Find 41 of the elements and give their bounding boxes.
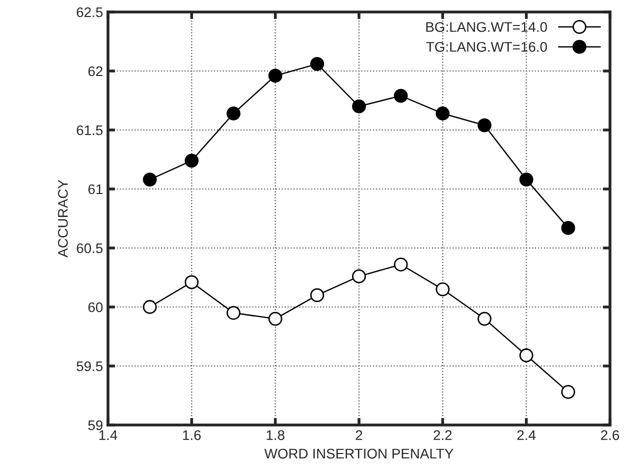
- point: [519, 172, 534, 187]
- point: [436, 106, 450, 120]
- point: [394, 88, 408, 103]
- point: [561, 220, 576, 235]
- y-axis-title: ACCURACY: [58, 180, 68, 258]
- point: [142, 300, 157, 314]
- point: [226, 106, 240, 120]
- y-tick-label: 60: [88, 302, 103, 312]
- point: [436, 282, 450, 296]
- y-tick-label: 59.5: [76, 361, 103, 372]
- x-tick-label: 1.8: [266, 430, 284, 440]
- x-tick-label: 2.4: [517, 430, 536, 440]
- x-axis-title: WORD INSERTION PENALTY: [264, 448, 454, 459]
- point: [352, 99, 366, 114]
- y-tick-label: 59: [88, 420, 102, 430]
- point: [561, 385, 576, 399]
- x-tick-label: 1.4: [99, 430, 118, 440]
- point: [478, 118, 492, 132]
- x-tick-label: 2: [356, 430, 362, 440]
- point: [268, 312, 282, 326]
- point: [352, 269, 366, 284]
- x-tick-label: 1.6: [183, 430, 201, 440]
- point: [226, 306, 240, 320]
- y-tick-label: 61.5: [76, 125, 103, 136]
- x-tick-label: 2.2: [434, 430, 452, 440]
- point: [184, 275, 199, 290]
- point: [142, 172, 157, 187]
- point: [268, 68, 282, 83]
- point: [519, 348, 534, 362]
- point: [310, 56, 324, 71]
- y-tick-label: 62: [88, 66, 102, 76]
- y-tick-label: 60.5: [76, 243, 103, 254]
- point: [394, 258, 408, 272]
- y-tick-label: 62.5: [76, 7, 103, 18]
- x-tick-label: 2.6: [601, 430, 620, 440]
- legend-label: TG:LANG.WT=16.0: [426, 42, 547, 52]
- point: [184, 154, 199, 168]
- point: [310, 288, 324, 302]
- legend-label: BG:LANG.WT=14.0: [426, 22, 547, 32]
- y-tick-label: 61: [88, 184, 102, 194]
- point: [478, 312, 492, 326]
